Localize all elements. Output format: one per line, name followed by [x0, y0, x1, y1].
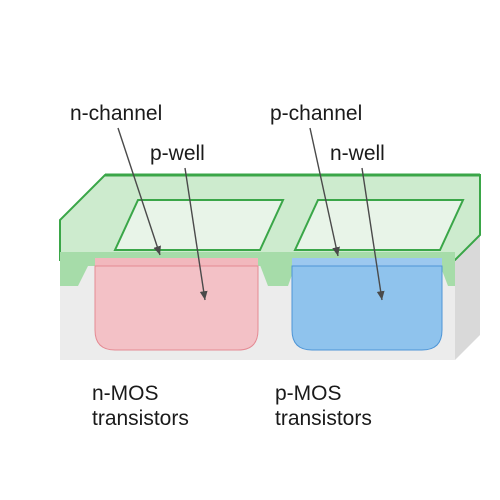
cmos-cross-section-diagram: n-channel p-channel p-well n-well n-MOS …: [0, 0, 500, 500]
label-nmos-2: transistors: [92, 407, 189, 430]
label-nmos-1: n-MOS: [92, 382, 159, 405]
n-well-front: [292, 266, 442, 350]
label-p-well: p-well: [150, 142, 205, 165]
window-right-top: [295, 200, 463, 250]
label-pmos-1: p-MOS: [275, 382, 342, 405]
p-well-front: [95, 266, 258, 350]
label-n-well: n-well: [330, 142, 385, 165]
window-left-top: [115, 200, 283, 250]
label-n-channel: n-channel: [70, 102, 162, 125]
label-p-channel: p-channel: [270, 102, 362, 125]
label-pmos-2: transistors: [275, 407, 372, 430]
